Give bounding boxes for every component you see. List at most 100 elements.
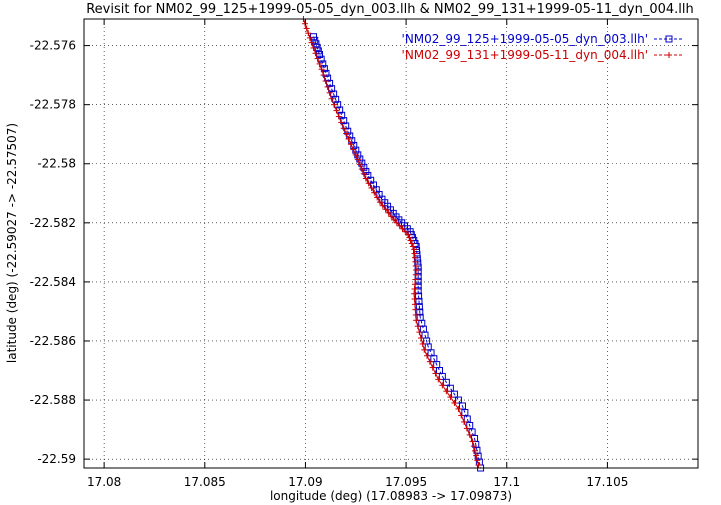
data-point [406,234,413,241]
data-point [368,184,375,191]
data-point [316,50,324,58]
series-layer [300,16,485,472]
data-point [411,290,418,297]
y-axis-label: latitude (deg) (-22.59027 -> -22.57507) [5,123,19,363]
data-point [438,372,446,380]
data-point [354,156,361,163]
legend: 'NM02_99_125+1999-05-05_dyn_003.llh' 'NM0… [402,32,684,62]
data-point [356,161,363,168]
x-axis-label: longitude (deg) (17.08983 -> 17.09873) [270,489,512,503]
data-point [362,175,369,182]
data-point [473,452,480,459]
data-point [451,400,458,407]
y-tick-label: -22.576 [30,39,76,53]
data-point [458,412,465,419]
data-point [350,146,357,153]
y-tick-label: -22.588 [30,393,76,407]
data-point [414,287,422,295]
x-tick-label: 17.08 [87,475,121,489]
legend-label: 'NM02_99_131+1999-05-11_dyn_004.llh' [402,48,648,62]
data-point [314,55,321,62]
data-point [412,311,419,318]
data-point [466,431,473,438]
data-point [470,443,477,450]
x-tick-label: 17.09 [288,475,322,489]
legend-marker [665,35,673,43]
data-point [343,130,350,137]
data-point [415,292,423,300]
data-point [340,125,347,132]
data-point [463,415,471,423]
data-point [435,376,442,383]
data-point [461,418,468,425]
data-point [396,222,403,229]
data-point [326,89,333,96]
ticks: 17.08 17.085 17.09 17.095 17.1 17.105 -22.576 -… [30,19,698,489]
data-point [313,43,321,51]
y-tick-label: -22.59 [37,452,76,466]
legend-entry-1: 'NM02_99_125+1999-05-05_dyn_003.llh' [402,32,684,46]
data-point [402,228,409,235]
data-point [393,219,400,226]
data-point [365,180,372,187]
x-tick-label: 17.1 [493,475,520,489]
data-point [316,60,323,67]
data-point [475,462,482,469]
data-point [324,83,331,90]
data-point [469,438,476,445]
data-point [374,194,381,201]
data-point [305,30,312,37]
legend-label: 'NM02_99_125+1999-05-05_dyn_003.llh' [402,32,648,46]
data-point [310,44,317,51]
chart-title: Revisit for NM02_99_125+1999-05-05_dyn_0… [86,2,694,17]
data-point [424,352,431,359]
data-point [330,90,338,98]
data-point [427,349,435,357]
data-point [436,367,444,375]
data-point [442,378,450,386]
data-point [303,25,310,32]
legend-marker [666,52,672,58]
plot-frame [83,18,699,469]
data-point [414,323,421,330]
data-point [419,325,427,333]
y-tick-label: -22.582 [30,216,76,230]
data-point [312,40,320,48]
data-point [320,72,327,79]
data-point [416,308,424,316]
data-point [385,209,392,216]
data-point [347,141,354,148]
data-point [338,119,345,126]
data-point [419,340,426,347]
data-point [322,78,329,85]
data-point [371,189,378,196]
data-point [358,166,365,173]
data-point [455,405,462,412]
data-point [318,66,325,73]
data-point [306,34,313,41]
data-point [335,113,342,120]
data-point [474,457,481,464]
data-point [417,335,424,342]
data-point [409,243,416,250]
series-line [313,36,482,469]
grid [84,19,698,468]
data-point [443,388,450,395]
data-point [408,240,415,247]
data-point [446,384,454,392]
data-point [432,370,439,377]
data-point [308,39,315,46]
data-point [333,107,340,114]
data-point [415,303,423,311]
data-point [411,301,418,308]
x-tick-label: 17.095 [385,475,427,489]
data-point [345,135,352,142]
data-point [450,390,458,398]
data-point [429,364,436,371]
data-point [426,358,433,365]
series-1 [309,33,485,472]
data-point [388,213,395,220]
y-tick-label: -22.584 [30,275,76,289]
data-point [413,317,420,324]
